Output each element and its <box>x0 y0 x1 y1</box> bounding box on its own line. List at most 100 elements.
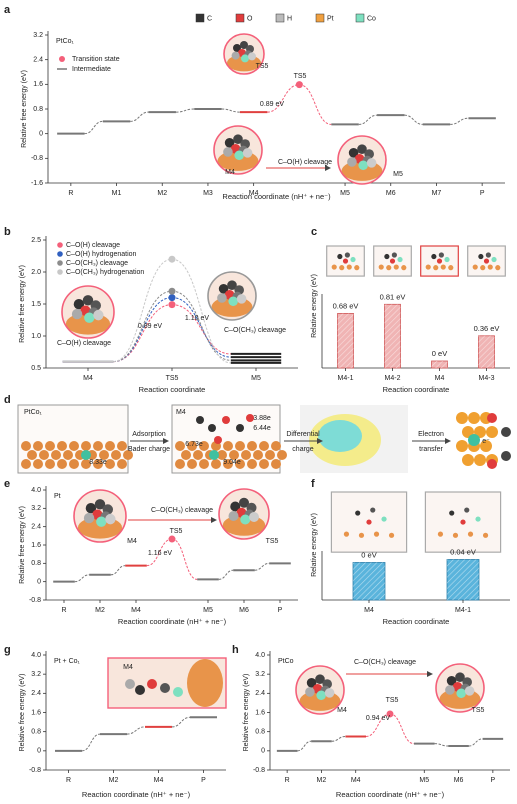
annotation: C–O(H) cleavage <box>278 159 332 166</box>
surface-atom <box>199 459 209 469</box>
atom <box>448 265 454 271</box>
atom <box>218 284 229 294</box>
legend-swatch <box>195 13 205 23</box>
atom <box>391 252 397 258</box>
surface-atom <box>33 441 43 451</box>
atom <box>315 674 325 684</box>
metal-surface <box>187 659 223 707</box>
atom <box>475 516 481 522</box>
y-axis-title: Relative free energy (eV) <box>21 70 28 148</box>
connector <box>450 117 469 125</box>
y-tick-label: 1.6 <box>255 709 265 716</box>
x-tick-label: M4-2 <box>385 375 401 382</box>
atom <box>445 685 455 695</box>
y-tick-label: 0.8 <box>31 729 41 736</box>
y-tick-label: 2.4 <box>31 524 41 531</box>
atom <box>241 54 249 63</box>
annotation: M5 <box>393 171 403 178</box>
surface-atom <box>175 459 185 469</box>
atom <box>125 679 135 689</box>
charge-label: 6.44e <box>253 425 271 432</box>
surface-atom <box>117 441 127 451</box>
atom <box>82 295 94 306</box>
legend-swatch <box>275 13 285 23</box>
legend-label: C–O(CH₃) hydrogenation <box>66 269 144 276</box>
connector <box>171 290 231 361</box>
y-tick-label: -0.8 <box>253 767 265 774</box>
connector <box>299 84 332 125</box>
y-tick-label: 0.5 <box>31 365 41 372</box>
surface-atom <box>57 459 67 469</box>
atom <box>233 44 241 52</box>
y-axis-title: Relative free energy (eV) <box>19 506 26 584</box>
surface-atom <box>93 441 103 451</box>
atom <box>354 265 360 271</box>
x-tick-label: R <box>68 190 73 197</box>
legend-swatch <box>235 13 245 23</box>
atom <box>425 264 431 270</box>
charge-label: 8.33e <box>89 459 107 466</box>
step-label: Bader charge <box>128 446 170 453</box>
surface-atom <box>117 459 127 469</box>
surface-atom <box>223 441 233 451</box>
atom <box>223 147 233 157</box>
x-axis-title: Reaction coordinate (nH⁺ + ne⁻) <box>118 617 227 626</box>
legend-marker <box>57 269 63 275</box>
x-tick-label: R <box>285 777 290 784</box>
y-tick-label: 4.0 <box>255 652 265 659</box>
atom <box>240 41 248 49</box>
atom <box>344 252 350 258</box>
connector <box>171 538 198 580</box>
atom <box>464 686 475 696</box>
connector <box>404 114 423 125</box>
x-tick-label: M2 <box>95 607 105 614</box>
surface-atom <box>123 450 133 460</box>
annotation: TS5 <box>256 63 269 70</box>
connector <box>171 297 231 358</box>
legend-marker <box>57 251 63 257</box>
atom <box>393 264 399 270</box>
surface-atom <box>211 459 221 469</box>
x-tick-label: P <box>278 607 283 614</box>
x-axis-title: Reaction coordinate <box>383 385 450 394</box>
connector <box>468 738 483 747</box>
atom <box>485 252 491 258</box>
legend-label: H <box>287 15 292 22</box>
legend-label: C <box>207 15 212 22</box>
annotation: TS5 <box>266 538 279 545</box>
atom <box>324 688 335 698</box>
annotation: TS5 <box>170 528 183 535</box>
connector <box>130 111 149 122</box>
co-atom <box>468 434 480 446</box>
atom <box>316 690 327 701</box>
step-label: transfer <box>419 446 443 453</box>
atom <box>230 501 241 512</box>
atom <box>449 510 455 516</box>
legend-label: C–O(CH₃) cleavage <box>66 260 128 267</box>
surface-atom <box>51 450 61 460</box>
x-tick-label: P <box>480 190 485 197</box>
electron-label: e⁻ <box>482 438 490 445</box>
atom <box>491 256 497 263</box>
legend-marker <box>57 242 63 248</box>
y-tick-label: 1.5 <box>31 301 41 308</box>
connector <box>171 716 191 728</box>
connector <box>81 733 101 752</box>
atom <box>147 679 157 689</box>
y-tick-label: 2.4 <box>33 57 43 64</box>
surface-atom <box>241 450 251 460</box>
annotation: C–O(CH₃) cleavage <box>151 507 213 514</box>
atom <box>431 253 437 260</box>
connector <box>113 290 173 363</box>
connector <box>254 562 270 571</box>
value-label: 0 eV <box>432 349 447 358</box>
image-border <box>295 665 345 715</box>
legend-swatch <box>355 13 365 23</box>
connector <box>171 304 231 355</box>
atom <box>337 253 343 260</box>
charge-cloud <box>318 420 362 452</box>
surface-atom <box>187 459 197 469</box>
connector <box>297 740 312 752</box>
annotation: C–O(CH₃) cleavage <box>224 327 286 334</box>
surface-atom <box>105 459 115 469</box>
